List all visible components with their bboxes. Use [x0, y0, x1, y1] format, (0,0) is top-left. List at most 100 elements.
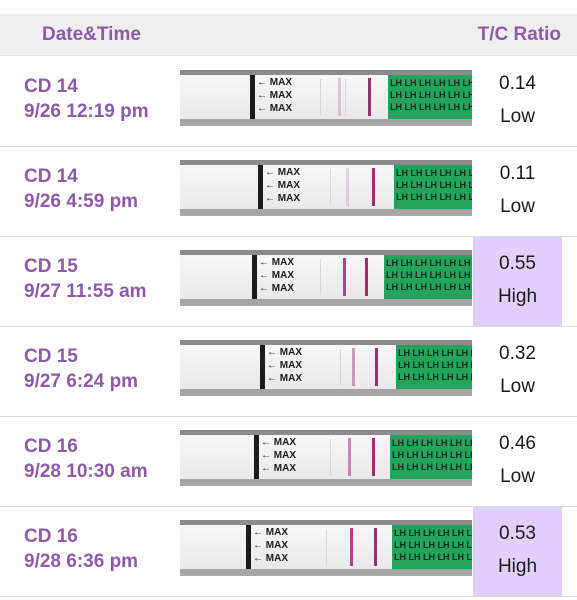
- date-time-column-header: Date&Time: [42, 24, 141, 45]
- datetime-label: 9/26 12:19 pm: [24, 101, 149, 122]
- row-date-block: CD 14 9/26 12:19 pm: [24, 74, 149, 124]
- strip-marker-band: [260, 345, 265, 389]
- datetime-label: 9/28 6:36 pm: [24, 551, 139, 572]
- tc-ratio-value: 0.53: [499, 523, 536, 544]
- test-results-list: CD 14 9/26 12:19 pm ← MAX ← MAX ← MAX LH…: [0, 57, 577, 597]
- row-date-block: CD 14 9/26 4:59 pm: [24, 164, 138, 214]
- max-arrow-label: ← MAX: [253, 540, 289, 551]
- table-row[interactable]: CD 16 9/28 6:36 pm ← MAX ← MAX ← MAX LH …: [0, 507, 577, 597]
- test-line: [346, 168, 349, 206]
- max-arrow-label: ← MAX: [265, 193, 301, 204]
- row-date-block: CD 15 9/27 6:24 pm: [24, 344, 138, 394]
- cycle-day-label: CD 15: [24, 346, 78, 367]
- table-row[interactable]: CD 14 9/26 4:59 pm ← MAX ← MAX ← MAX LH …: [0, 147, 577, 237]
- max-arrow-label: ← MAX: [267, 347, 303, 358]
- max-arrow-label: ← MAX: [265, 180, 301, 191]
- ratio-cell: 0.14 Low: [473, 57, 562, 146]
- ratio-level-label: High: [497, 556, 538, 577]
- datetime-label: 9/27 6:24 pm: [24, 371, 139, 392]
- strip-window-edge: [340, 349, 341, 385]
- tc-ratio-value: 0.14: [499, 73, 536, 94]
- max-arrow-label: ← MAX: [253, 553, 289, 564]
- strip-window-edge: [320, 79, 321, 115]
- tc-ratio-value: 0.46: [499, 433, 536, 454]
- max-arrow-label: ← MAX: [259, 283, 295, 294]
- max-arrow-label: ← MAX: [257, 77, 293, 88]
- row-date-block: CD 16 9/28 10:30 am: [24, 434, 148, 484]
- ratio-cell: 0.32 Low: [473, 327, 562, 416]
- ratio-level-label: Low: [500, 106, 535, 127]
- max-arrows: ← MAX ← MAX ← MAX: [267, 346, 327, 385]
- max-arrows: ← MAX ← MAX ← MAX: [265, 166, 325, 205]
- cycle-day-label: CD 16: [24, 436, 78, 457]
- strip-window-edge: [345, 79, 346, 115]
- tc-ratio-value: 0.55: [499, 253, 536, 274]
- test-line: [343, 258, 346, 296]
- table-row[interactable]: CD 15 9/27 11:55 am ← MAX ← MAX ← MAX LH…: [0, 237, 577, 327]
- table-row[interactable]: CD 16 9/28 10:30 am ← MAX ← MAX ← MAX LH…: [0, 417, 577, 507]
- strip-marker-band: [252, 255, 257, 299]
- datetime-label: 9/26 4:59 pm: [24, 191, 139, 212]
- control-line: [365, 258, 368, 296]
- test-line: [348, 438, 351, 476]
- strip-window-edge: [320, 259, 321, 295]
- cycle-day-label: CD 14: [24, 166, 78, 187]
- max-arrow-label: ← MAX: [261, 450, 297, 461]
- max-arrows: ← MAX ← MAX ← MAX: [253, 526, 313, 565]
- ratio-level-label: High: [497, 286, 538, 307]
- table-row[interactable]: CD 14 9/26 12:19 pm ← MAX ← MAX ← MAX LH…: [0, 57, 577, 147]
- strip-marker-band: [246, 525, 251, 569]
- control-line: [372, 438, 375, 476]
- max-arrows: ← MAX ← MAX ← MAX: [261, 436, 321, 475]
- max-arrow-label: ← MAX: [257, 90, 293, 101]
- row-date-block: CD 15 9/27 11:55 am: [24, 254, 147, 304]
- strip-window-edge: [326, 529, 327, 565]
- tc-ratio-value: 0.11: [499, 163, 536, 184]
- strip-window-edge: [330, 169, 331, 205]
- max-arrow-label: ← MAX: [267, 360, 303, 371]
- max-arrows: ← MAX ← MAX ← MAX: [257, 76, 317, 115]
- ratio-level-label: Low: [500, 376, 535, 397]
- max-arrow-label: ← MAX: [265, 167, 301, 178]
- strip-marker-band: [258, 165, 263, 209]
- cycle-day-label: CD 16: [24, 526, 78, 547]
- cycle-day-label: CD 15: [24, 256, 78, 277]
- ratio-level-label: Low: [500, 196, 535, 217]
- test-line: [350, 528, 353, 566]
- max-arrow-label: ← MAX: [261, 437, 297, 448]
- datetime-label: 9/28 10:30 am: [24, 461, 148, 482]
- table-header: Date&Time T/C Ratio: [0, 14, 577, 56]
- control-line: [374, 528, 377, 566]
- max-arrow-label: ← MAX: [257, 103, 293, 114]
- row-date-block: CD 16 9/28 6:36 pm: [24, 524, 138, 574]
- ratio-cell-high: 0.53 High: [473, 507, 562, 596]
- datetime-label: 9/27 11:55 am: [24, 281, 147, 302]
- strip-window-edge: [330, 439, 331, 475]
- control-line: [368, 78, 371, 116]
- control-line: [375, 348, 378, 386]
- strip-marker-band: [254, 435, 259, 479]
- test-line: [338, 78, 341, 116]
- max-arrow-label: ← MAX: [261, 463, 297, 474]
- strip-marker-band: [250, 75, 255, 119]
- max-arrow-label: ← MAX: [259, 257, 295, 268]
- ratio-cell-high: 0.55 High: [473, 237, 562, 326]
- tc-ratio-column-header: T/C Ratio: [477, 24, 561, 45]
- tc-ratio-value: 0.32: [499, 343, 536, 364]
- table-row[interactable]: CD 15 9/27 6:24 pm ← MAX ← MAX ← MAX LH …: [0, 327, 577, 417]
- control-line: [372, 168, 375, 206]
